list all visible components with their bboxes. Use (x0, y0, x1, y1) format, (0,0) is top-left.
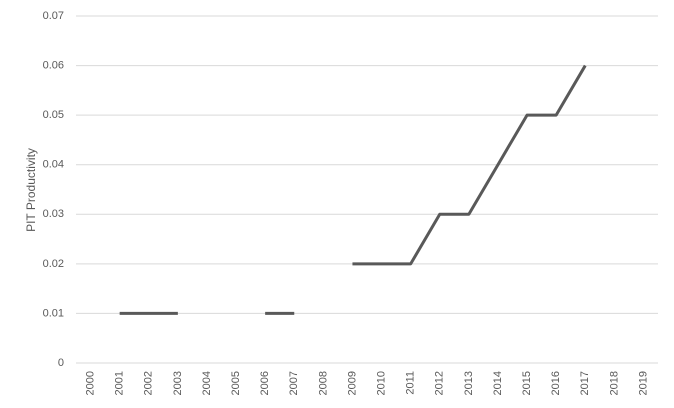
x-tick-label: 2014 (492, 371, 504, 395)
y-tick-label: 0.01 (43, 307, 64, 319)
x-tick-label: 2015 (521, 371, 533, 395)
x-tick-label: 2011 (405, 371, 417, 395)
x-tick-label: 2006 (259, 371, 271, 395)
x-tick-label: 2001 (114, 371, 126, 395)
x-tick-label: 2012 (434, 371, 446, 395)
x-tick-label: 2019 (637, 371, 649, 395)
y-tick-label: 0.05 (43, 109, 64, 121)
x-tick-label: 2013 (463, 371, 475, 395)
x-tick-label: 2010 (375, 371, 387, 395)
x-tick-label: 2005 (230, 371, 242, 395)
data-line (119, 64, 587, 315)
y-tick-label: 0.03 (43, 208, 64, 220)
x-tick-label: 2008 (317, 371, 329, 395)
y-tick-label: 0.07 (43, 10, 64, 22)
x-tick-label: 2017 (579, 371, 591, 395)
x-tick-label: 2009 (346, 371, 358, 395)
y-tick-label: 0.06 (43, 59, 64, 71)
x-tick-label: 2000 (84, 371, 96, 395)
y-tick-label: 0.04 (43, 159, 64, 171)
x-tick-label: 2007 (288, 371, 300, 395)
y-tick-label: 0 (58, 357, 64, 369)
y-axis-label: PIT Productivity (24, 148, 38, 232)
y-tick-label: 0.02 (43, 258, 64, 270)
x-tick-label: 2018 (608, 371, 620, 395)
x-tick-label: 2002 (143, 371, 155, 395)
x-tick-label: 2003 (172, 371, 184, 395)
x-tick-label: 2004 (201, 371, 213, 395)
x-tick-label: 2016 (550, 371, 562, 395)
